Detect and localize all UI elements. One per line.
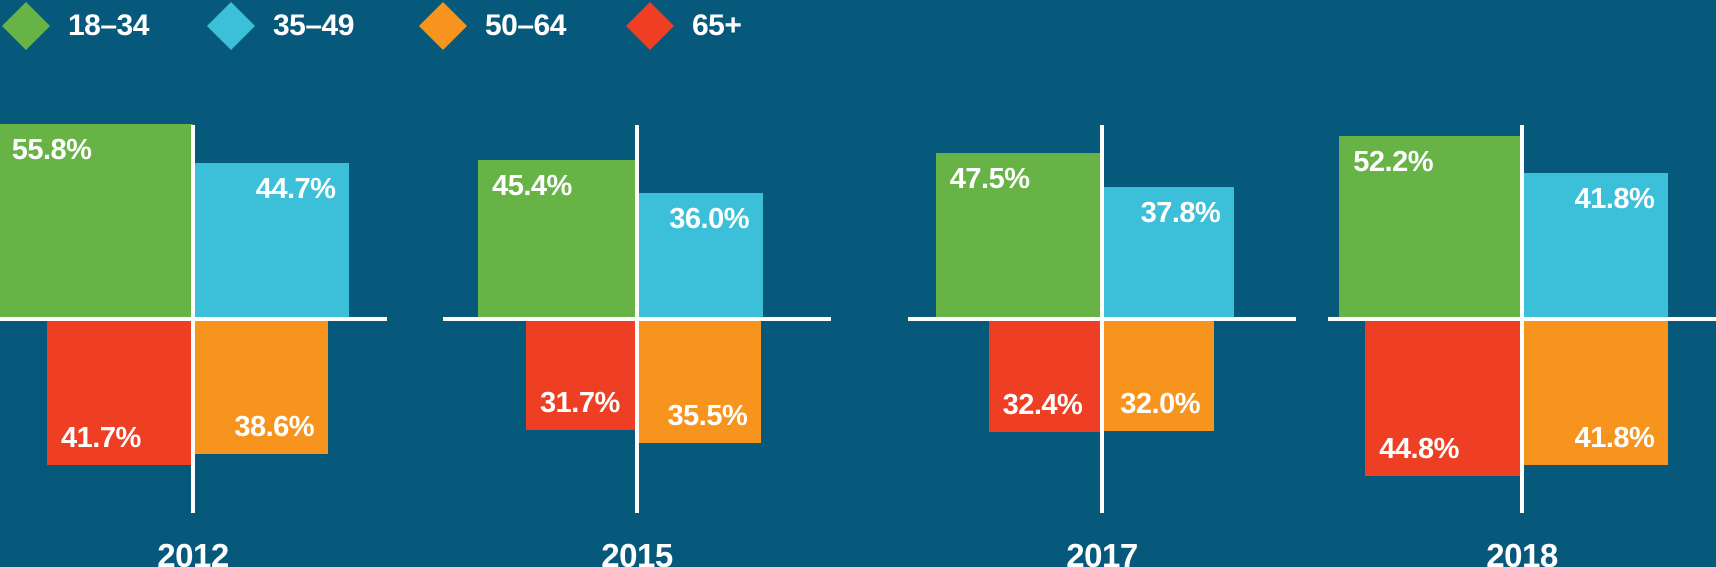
value-label: 55.8%: [11, 133, 92, 166]
legend-label: 35–49: [273, 9, 354, 42]
diamond-icon: [206, 1, 256, 51]
quadrant-square-bottom-left: 31.7%: [526, 319, 637, 430]
quadrant-square-top-left: 45.4%: [478, 160, 637, 319]
year-label: 2015: [601, 537, 673, 567]
quadrant-square-bottom-right: 38.6%: [193, 319, 329, 455]
value-label: 44.7%: [255, 172, 336, 205]
quadrant-square-top-left: 52.2%: [1339, 136, 1522, 319]
y-axis-line: [191, 125, 195, 513]
quadrant-square-top-left: 55.8%: [0, 123, 193, 319]
year-label: 2012: [157, 537, 229, 567]
diamond-icon: [1, 1, 51, 51]
value-label: 37.8%: [1140, 196, 1221, 229]
y-axis-line: [635, 125, 639, 513]
legend-label: 50–64: [485, 9, 566, 42]
quadrant-square-bottom-left: 44.8%: [1365, 319, 1522, 476]
legend-label: 18–34: [68, 9, 149, 42]
year-label: 2017: [1066, 537, 1138, 567]
value-label: 52.2%: [1353, 146, 1434, 179]
quadrant-square-bottom-right: 32.0%: [1102, 319, 1214, 431]
value-label: 47.5%: [949, 162, 1030, 195]
legend-item-18-34: 18–34: [1, 1, 149, 51]
year-label: 2018: [1486, 537, 1558, 567]
quadrant-square-bottom-right: 41.8%: [1522, 319, 1669, 466]
value-label: 41.8%: [1574, 182, 1655, 215]
diamond-icon: [625, 1, 675, 51]
value-label: 35.5%: [667, 400, 748, 433]
quadrant-square-top-right: 36.0%: [637, 193, 763, 319]
y-axis-line: [1520, 125, 1524, 513]
legend-label: 65+: [692, 9, 742, 42]
quadrant-square-top-right: 41.8%: [1522, 172, 1669, 319]
legend-item-65-plus: 65+: [625, 1, 742, 51]
quadrant-square-top-right: 37.8%: [1102, 186, 1235, 319]
quadrant-square-top-left: 47.5%: [935, 152, 1102, 319]
value-label: 44.8%: [1379, 432, 1459, 465]
value-label: 38.6%: [234, 411, 315, 444]
value-label: 32.0%: [1120, 388, 1200, 420]
value-label: 45.4%: [492, 170, 572, 203]
legend-item-35-49: 35–49: [206, 1, 354, 51]
value-label: 41.7%: [61, 421, 141, 454]
diamond-icon: [418, 1, 468, 51]
quadrant-square-bottom-right: 35.5%: [637, 319, 762, 444]
legend-item-50-64: 50–64: [418, 1, 566, 51]
value-label: 32.4%: [1002, 389, 1083, 422]
value-label: 36.0%: [669, 203, 749, 235]
quadrant-square-bottom-left: 41.7%: [47, 319, 193, 465]
value-label: 41.8%: [1574, 422, 1655, 455]
quadrant-square-bottom-left: 32.4%: [988, 319, 1102, 433]
y-axis-line: [1100, 125, 1104, 513]
value-label: 31.7%: [540, 386, 620, 419]
quadrant-square-top-right: 44.7%: [193, 162, 350, 319]
